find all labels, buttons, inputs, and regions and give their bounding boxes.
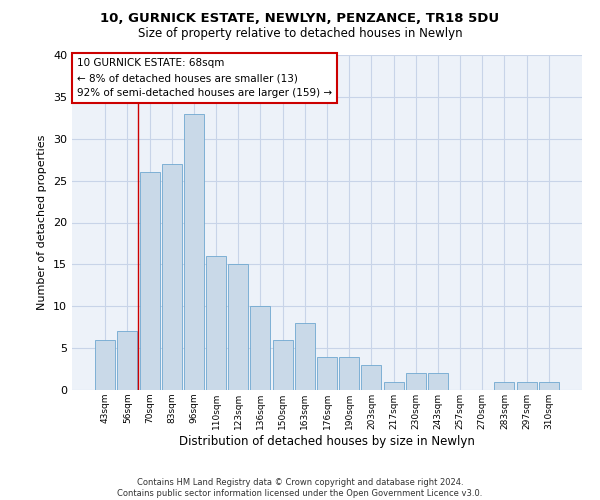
- Bar: [539, 382, 559, 390]
- Text: Contains HM Land Registry data © Crown copyright and database right 2024.
Contai: Contains HM Land Registry data © Crown c…: [118, 478, 482, 498]
- Bar: [250, 306, 271, 390]
- Bar: [361, 365, 382, 390]
- Y-axis label: Number of detached properties: Number of detached properties: [37, 135, 47, 310]
- Bar: [272, 340, 293, 390]
- Bar: [295, 323, 315, 390]
- Text: 10, GURNICK ESTATE, NEWLYN, PENZANCE, TR18 5DU: 10, GURNICK ESTATE, NEWLYN, PENZANCE, TR…: [100, 12, 500, 26]
- Bar: [428, 373, 448, 390]
- Bar: [406, 373, 426, 390]
- Text: 10 GURNICK ESTATE: 68sqm
← 8% of detached houses are smaller (13)
92% of semi-de: 10 GURNICK ESTATE: 68sqm ← 8% of detache…: [77, 58, 332, 98]
- Bar: [517, 382, 536, 390]
- Bar: [383, 382, 404, 390]
- Bar: [95, 340, 115, 390]
- Text: Size of property relative to detached houses in Newlyn: Size of property relative to detached ho…: [137, 28, 463, 40]
- Bar: [184, 114, 204, 390]
- Bar: [494, 382, 514, 390]
- Bar: [339, 356, 359, 390]
- Bar: [228, 264, 248, 390]
- Bar: [140, 172, 160, 390]
- Bar: [206, 256, 226, 390]
- X-axis label: Distribution of detached houses by size in Newlyn: Distribution of detached houses by size …: [179, 434, 475, 448]
- Bar: [317, 356, 337, 390]
- Bar: [118, 332, 137, 390]
- Bar: [162, 164, 182, 390]
